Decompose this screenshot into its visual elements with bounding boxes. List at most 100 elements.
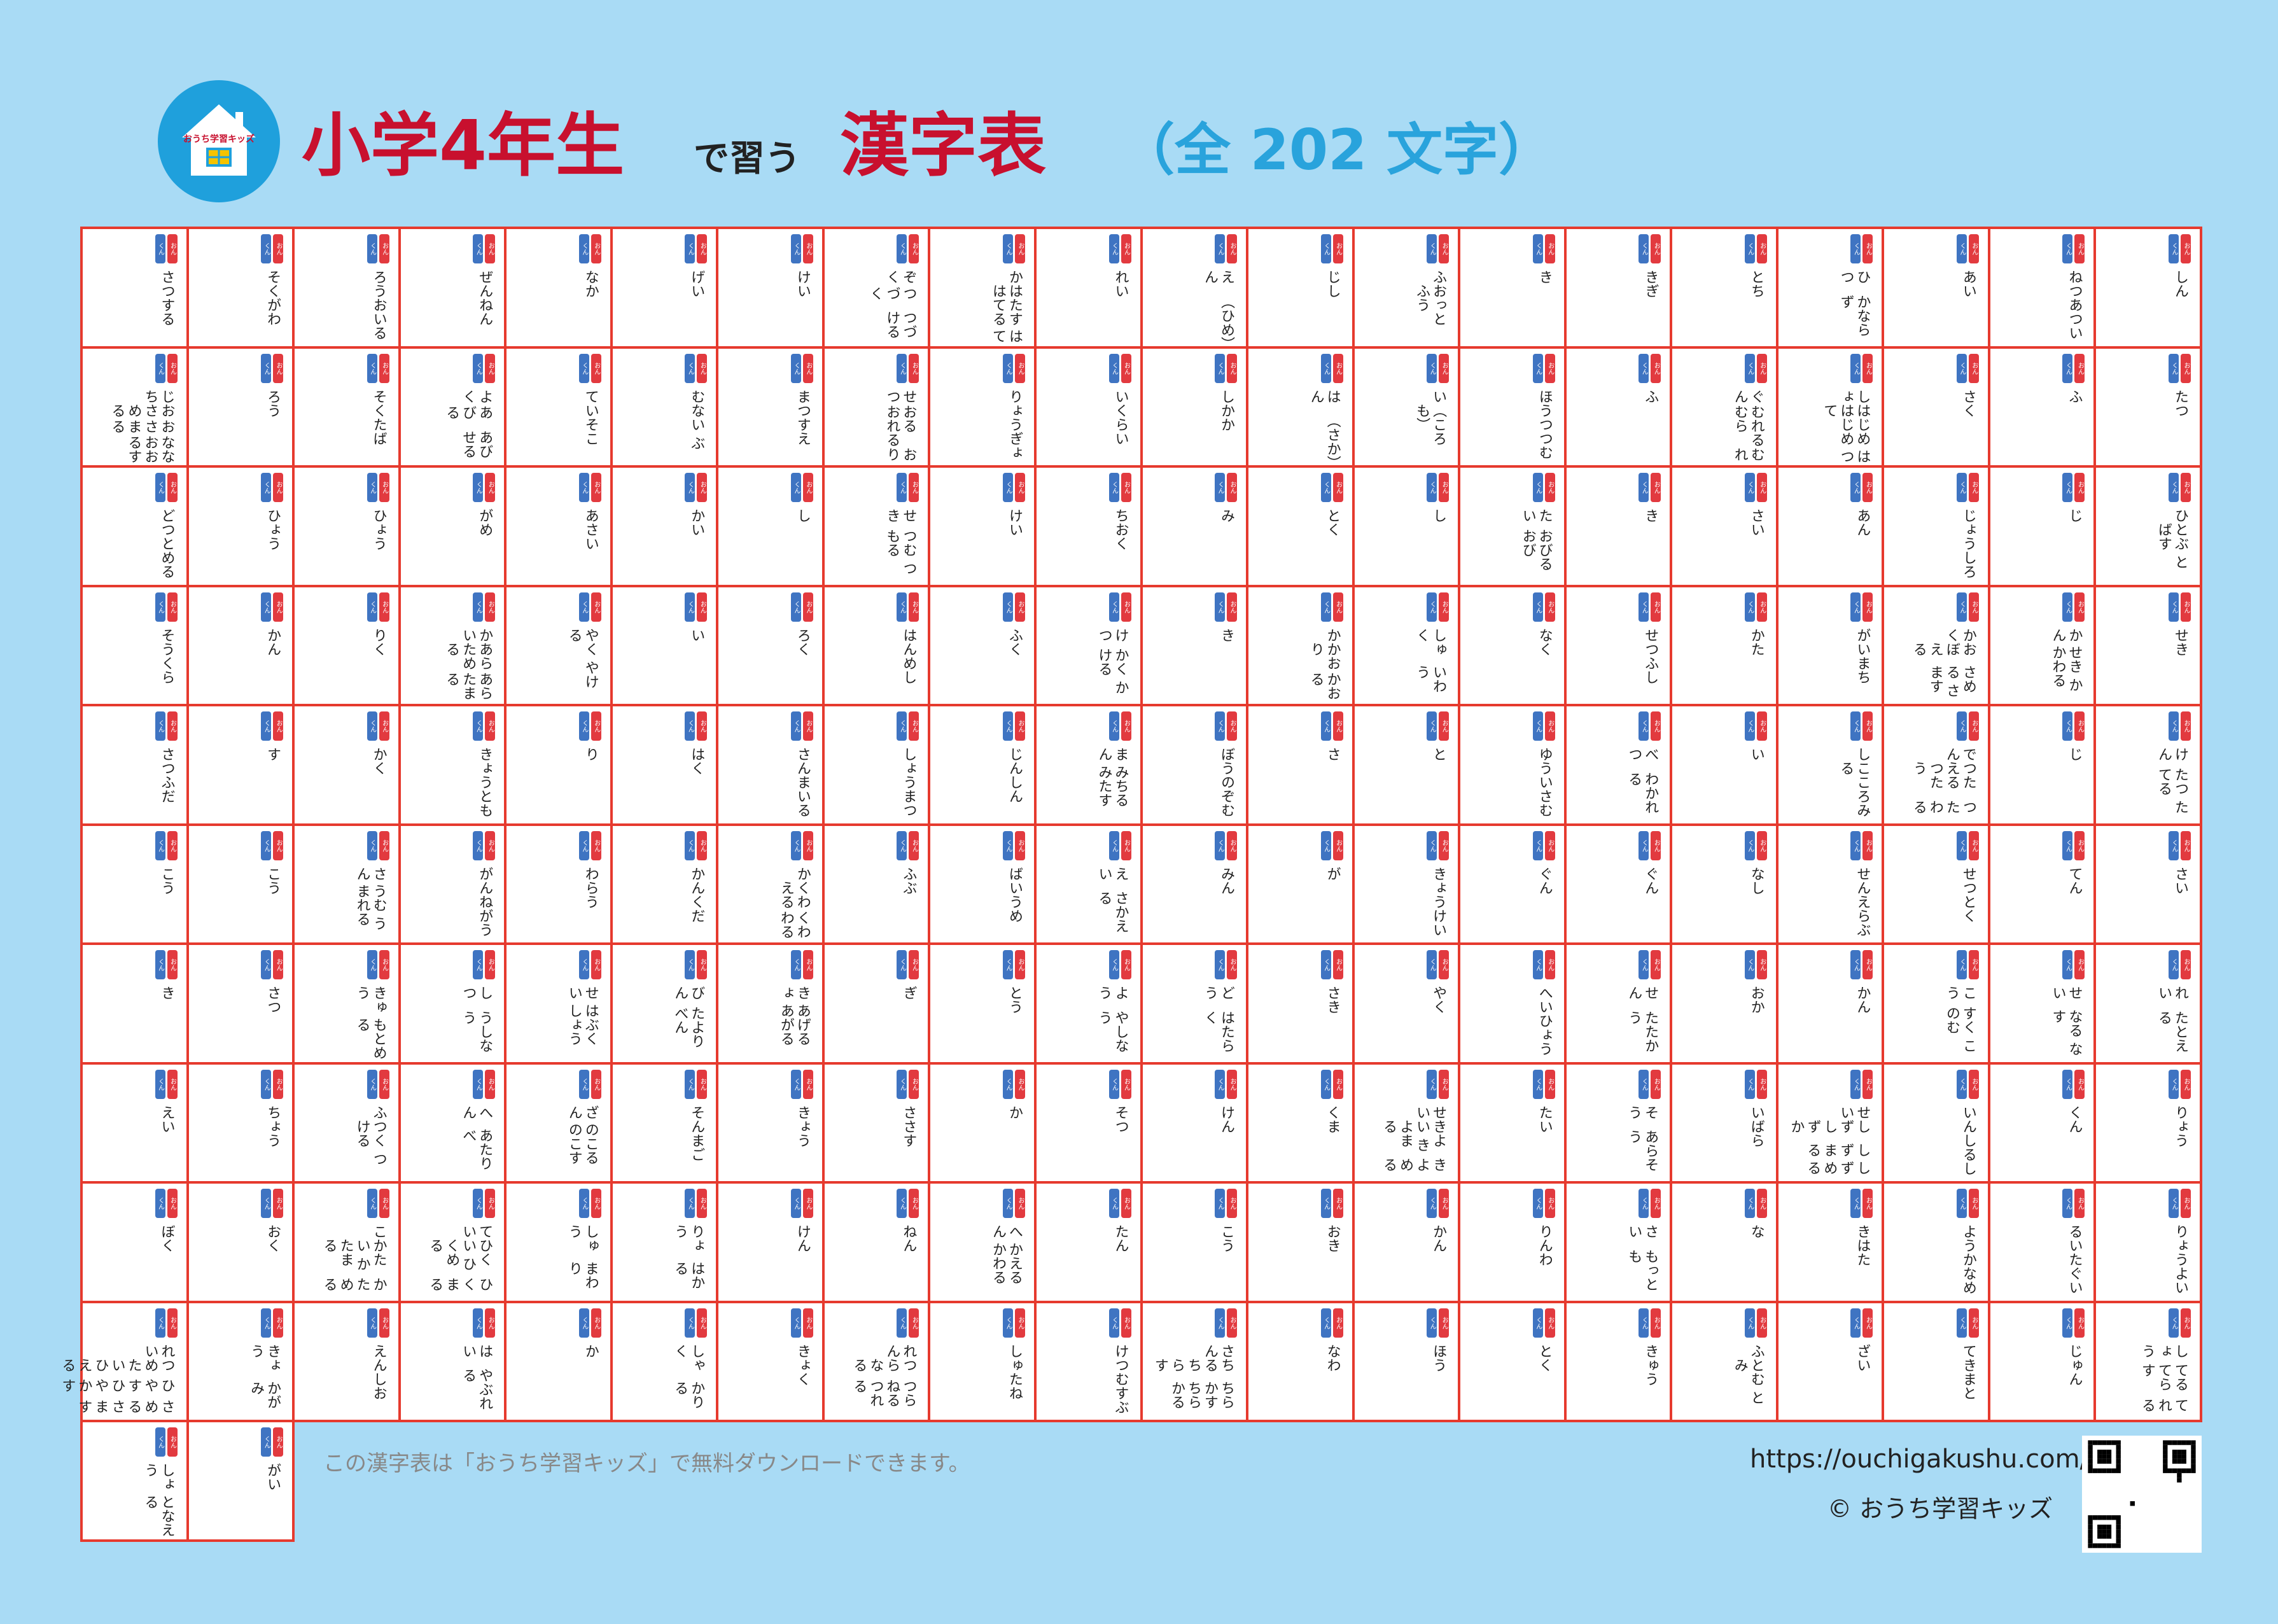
kanji-cell: くん おんき — [1566, 468, 1673, 587]
on-badge: おん — [1968, 1069, 1979, 1099]
reading-secondary: えらぶ — [1854, 894, 1871, 937]
kanji-cell: くん おん えい さかえる — [1036, 825, 1143, 945]
reading-badges: くん おん — [1532, 353, 1555, 383]
kun-badge: くん — [1108, 830, 1119, 860]
kun-badge: くん — [1108, 1189, 1119, 1218]
reading-primary: せつ — [1642, 627, 1659, 656]
reading-badges: くん おん — [1002, 1069, 1025, 1099]
reading-secondary: とぶ とばす — [2156, 522, 2188, 569]
reading-badges: くん おん — [2169, 234, 2191, 263]
kanji-cell: くん おん はん （さか） — [1248, 348, 1355, 470]
kun-badge: くん — [685, 592, 695, 622]
on-badge: おん — [802, 711, 813, 741]
reading-primary: なく — [1536, 627, 1553, 656]
reading-primary: おき — [1324, 1224, 1341, 1252]
reading-primary: き — [1536, 270, 1553, 284]
reading-primary: まん — [1096, 747, 1129, 761]
kanji-cell: くん おんな — [1672, 1184, 1778, 1303]
readings: けつ むすぶ — [1112, 1344, 1129, 1418]
site-url[interactable]: https://ouchigakushu.com/ — [1750, 1445, 2089, 1474]
readings: さつ する — [158, 270, 175, 344]
kanji-cell: くん おん きょう かがみ — [188, 1303, 295, 1422]
reading-badges: くん おん — [1956, 234, 1979, 263]
reading-primary: そく — [370, 389, 387, 417]
readings: ぼう のぞむ — [1218, 747, 1234, 821]
kun-badge: くん — [1215, 950, 1226, 979]
house-icon — [182, 104, 256, 176]
on-badge: おん — [167, 711, 178, 741]
readings: しょう てる てらす てれる — [2139, 1344, 2188, 1418]
readings: えい さかえる — [1096, 867, 1129, 941]
readings: いくらい — [1112, 389, 1129, 463]
readings: そく たば — [370, 389, 387, 463]
readings: と — [1430, 747, 1446, 821]
reading-primary: ゆう — [1536, 747, 1553, 775]
kanji-cell: くん おん さん まいる — [718, 706, 825, 826]
reading-badges: くん おん — [685, 950, 708, 979]
reading-secondary: おる おれる — [884, 405, 917, 447]
reading-primary: かん — [2050, 627, 2083, 642]
kanji-cell: くん おん きょう けい — [1354, 825, 1461, 945]
qr-code[interactable] — [2082, 1436, 2202, 1553]
kanji-cell: くん おん ふく — [930, 587, 1037, 706]
reading-badges: くん おん — [897, 473, 919, 502]
kun-badge: くん — [1639, 830, 1649, 860]
readings: えん しお — [370, 1344, 387, 1418]
reading-primary: よく — [460, 389, 493, 403]
reading-primary: ちょう — [265, 1105, 281, 1147]
readings: ぜん ねん — [476, 270, 493, 344]
reading-secondary: つめたい ひえる — [59, 1357, 175, 1372]
on-badge: おん — [273, 830, 284, 860]
reading-badges: くん おん — [1744, 1069, 1767, 1099]
kun-badge: くん — [473, 1069, 484, 1099]
kun-badge: くん — [1002, 950, 1013, 979]
readings: ぐん むれる むら むれ — [1731, 389, 1764, 463]
reading-badges: くん おん — [578, 1189, 601, 1218]
on-badge: おん — [1968, 1308, 1979, 1338]
kun-badge: くん — [1850, 950, 1861, 979]
reading-primary: たい — [1536, 1105, 1553, 1133]
reading-primary: さく — [1960, 389, 1976, 417]
readings: はく — [688, 747, 704, 821]
kanji-cell: くん おん たつ — [2096, 348, 2202, 468]
on-badge: おん — [379, 234, 389, 263]
kanji-cell: くん おん しょ はじめ はじめて はつ — [1778, 348, 1885, 468]
reading-primary: れい — [1112, 270, 1129, 298]
on-badge: おん — [1439, 234, 1450, 263]
reading-primary: ぐん — [1536, 866, 1553, 895]
reading-secondary: まご — [688, 1133, 705, 1161]
reading-secondary: つく つける — [354, 1119, 387, 1166]
kanji-cell: くん おん おか — [1672, 945, 1778, 1065]
on-badge: おん — [1332, 353, 1343, 383]
kanji-cell: くん おんが — [1248, 825, 1355, 945]
reading-badges: くん おん — [473, 353, 496, 383]
reading-primary: せい — [1838, 1105, 1871, 1119]
reading-secondary: あらそう — [1626, 1130, 1659, 1172]
reading-badges: くん おん — [155, 234, 178, 263]
kun-badge: くん — [1532, 830, 1543, 860]
kun-badge: くん — [1002, 592, 1013, 622]
reading-secondary: （さか） — [1324, 414, 1341, 470]
reading-primary: ふ — [370, 1105, 387, 1119]
reading-primary: き — [1854, 1224, 1871, 1238]
readings: りんわ — [1536, 1224, 1553, 1298]
reading-secondary: め — [477, 522, 493, 536]
reading-secondary: する — [158, 298, 175, 326]
reading-badges: くん おん — [1320, 234, 1343, 263]
reading-secondary: つつむ — [1536, 417, 1553, 459]
readings: けい — [1006, 508, 1023, 582]
kanji-cell: くん おん さき — [1248, 945, 1355, 1065]
kun-badge: くん — [790, 1308, 801, 1338]
reading-primary: か — [794, 866, 811, 881]
reading-primary: な — [1748, 1224, 1764, 1238]
on-badge: おん — [379, 592, 389, 622]
readings: びん たより べん — [671, 986, 704, 1060]
kun-badge: くん — [473, 950, 484, 979]
reading-primary: なわ — [1324, 1343, 1341, 1372]
kun-badge: くん — [2169, 1308, 2179, 1338]
reading-secondary: とも — [477, 789, 493, 817]
reading-badges: くん おん — [1956, 1069, 1979, 1099]
on-badge: おん — [697, 1308, 708, 1338]
on-badge: おん — [1544, 830, 1555, 860]
reading-secondary: うめ — [1006, 894, 1023, 923]
